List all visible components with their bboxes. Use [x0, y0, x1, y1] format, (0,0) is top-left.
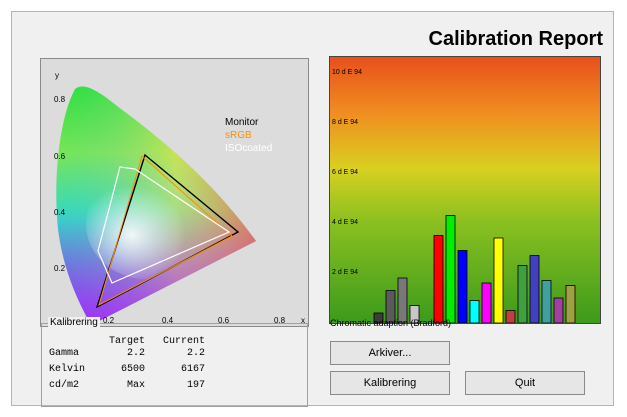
bar	[409, 305, 420, 323]
bar	[553, 297, 564, 323]
bar	[397, 277, 408, 323]
y-axis-label: y	[55, 71, 59, 80]
kalibrering-row-luminance: cd/m2 Max 197	[49, 380, 206, 391]
bar	[481, 282, 492, 323]
y-tick-label: 10 d E 94	[332, 69, 362, 76]
y-tick-label: 6 d E 94	[332, 169, 358, 176]
y-tick-label: 0.4	[54, 208, 66, 217]
calibrate-button[interactable]: Kalibrering	[330, 371, 450, 395]
y-tick-label: 0.2	[54, 264, 66, 273]
archive-button[interactable]: Arkiver...	[330, 341, 450, 365]
y-tick-label: 0.8	[54, 95, 66, 104]
report-title: Calibration Report	[428, 28, 603, 50]
kalibrering-row-gamma: Gamma 2.2 2.2	[49, 348, 206, 359]
delta-e-bar-chart: 2 d E 94 4 d E 94 6 d E 94 8 d E 94 10 d E 9…	[329, 56, 601, 324]
chart-caption: Chromatic adaption (Bradford)	[330, 318, 452, 328]
legend-monitor: Monitor	[225, 117, 259, 128]
bar	[457, 250, 468, 323]
bar	[541, 280, 552, 323]
bar	[505, 310, 516, 323]
bar	[469, 300, 480, 323]
bar	[529, 255, 540, 323]
legend-isocoated: ISOcoated	[225, 143, 272, 154]
y-tick-label: 4 d E 94	[332, 219, 358, 226]
kalibrering-header: Target Current	[49, 336, 206, 347]
bar	[433, 235, 444, 323]
x-tick-label: 0.6	[218, 316, 230, 325]
kalibrering-row-kelvin: Kelvin 6500 6167	[49, 364, 206, 375]
x-axis-label: x	[301, 316, 305, 325]
report-window: Calibration Report	[11, 11, 614, 407]
kalibrering-group: Kalibrering Target Current Gamma 2.2 2.2…	[41, 317, 308, 407]
x-tick-label: 0.4	[162, 316, 174, 325]
legend-srgb: sRGB	[225, 130, 252, 141]
kalibrering-group-title: Kalibrering	[48, 317, 100, 328]
bar	[565, 285, 576, 323]
bar	[385, 290, 396, 323]
bar	[445, 215, 456, 323]
x-tick-label: 0.8	[274, 316, 286, 325]
quit-button[interactable]: Quit	[465, 371, 585, 395]
srgb-gamut	[98, 155, 233, 306]
spectral-locus	[56, 86, 257, 322]
y-tick-label: 0.6	[54, 152, 66, 161]
bar	[493, 237, 504, 323]
bar	[373, 312, 384, 323]
cie-diagram-svg: y x 0 0.2 0.4 0.6 0.8 0.2 0.4 0.6 0.8 Mo…	[52, 71, 305, 325]
y-tick-label: 8 d E 94	[332, 119, 358, 126]
y-tick-label: 2 d E 94	[332, 269, 358, 276]
cie-diagram: y x 0 0.2 0.4 0.6 0.8 0.2 0.4 0.6 0.8 Mo…	[40, 58, 309, 327]
x-tick-label: 0.2	[103, 316, 115, 325]
bar	[517, 265, 528, 323]
bar-chart-svg: 2 d E 94 4 d E 94 6 d E 94 8 d E 94 10 d E 9…	[330, 57, 600, 323]
isocoated-gamut	[97, 166, 231, 284]
